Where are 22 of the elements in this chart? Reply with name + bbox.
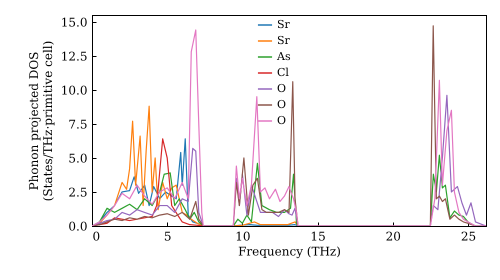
x-tick-label: 5 [164,230,172,244]
x-tick-label: 20 [386,230,401,244]
y-tick-label: 15.0 [60,15,88,30]
y-tick-label: 12.5 [60,49,88,64]
y-axis-title: Phonon projected DOS (States/THz·primitive cell) [26,40,55,202]
y-tick-label: 10.0 [60,83,88,98]
legend-label: O [277,82,286,95]
legend-label: As [276,50,291,63]
y-tick-label: 7.5 [68,117,88,132]
legend-label: O [277,98,286,111]
legend-label: O [277,114,286,127]
y-tick-label: 0.0 [68,220,88,234]
legend-label: Cl [277,66,290,79]
legend-label: Sr [277,34,291,47]
y-tick-label: 2.5 [68,185,88,200]
x-tick-label: 15 [310,230,326,244]
legend-label: Sr [277,18,291,31]
x-tick-label: 10 [235,230,251,244]
y-tick-label: 5.0 [68,151,88,166]
x-tick-label: 0 [92,230,100,244]
x-axis-title: Frequency (THz) [238,244,341,258]
x-tick-label: 25 [460,230,476,244]
